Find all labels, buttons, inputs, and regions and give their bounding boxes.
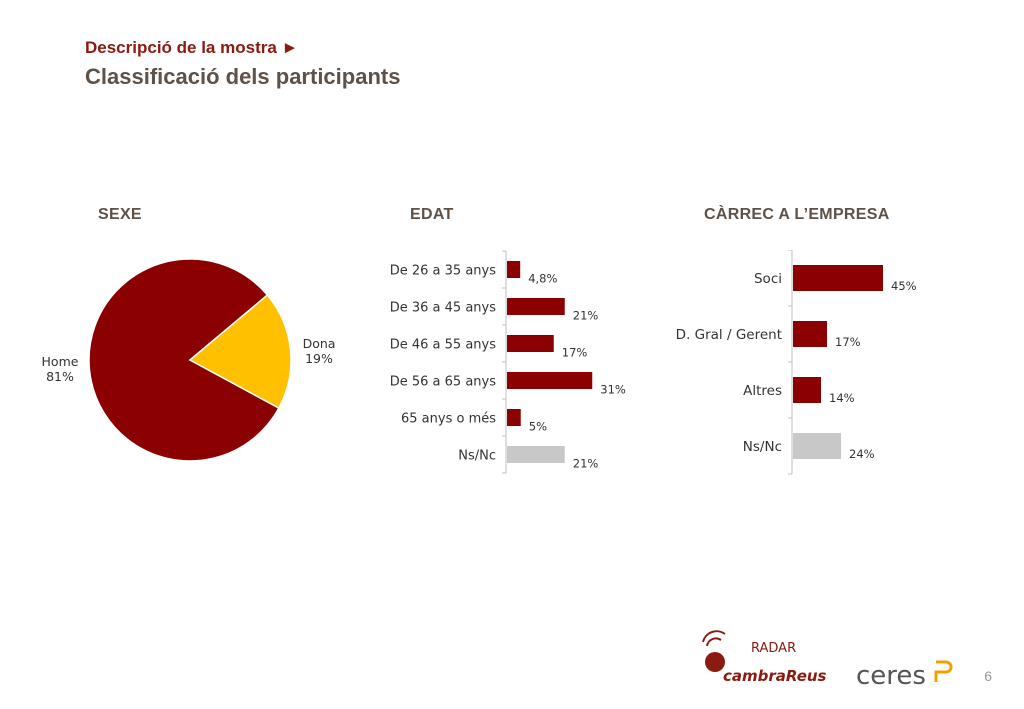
bar (793, 321, 827, 347)
bar-category-label: Soci (754, 271, 782, 287)
bar-value-label: 17% (562, 346, 588, 360)
pie-value-home: 81% (46, 369, 74, 384)
bar-value-label: 21% (573, 457, 599, 471)
bar-category-label: Altres (743, 383, 782, 399)
bar (793, 265, 883, 291)
bar-value-label: 21% (573, 309, 599, 323)
bar-value-label: 4,8% (528, 272, 557, 286)
bar-value-label: 31% (600, 383, 626, 397)
page-title: Classificació dels participants (85, 64, 401, 89)
bar-value-label: 14% (829, 391, 855, 405)
bar (507, 335, 554, 352)
bar (507, 446, 565, 463)
bar (793, 377, 821, 403)
bar (507, 372, 593, 389)
ceres-mark-icon (934, 660, 953, 682)
bar-category-label: De 36 a 45 anys (390, 301, 496, 316)
bar (507, 298, 565, 315)
chart-title-edat: EDAT (410, 206, 454, 223)
pie-slice-dona (188, 294, 292, 410)
edat-bar-chart: De 26 a 35 anys 4,8% De 36 a 45 anys 21% De … (390, 250, 626, 474)
page-number: 6 (984, 668, 992, 684)
section-subtitle: Descripció de la mostra ► (85, 38, 299, 57)
bar-category-label: Ns/Nc (458, 449, 496, 464)
carrec-bar-chart: Soci 45% D. Gral / Gerent 17% Altres 14% Ns/Nc… (676, 250, 917, 475)
bar-category-label: De 26 a 35 anys (390, 264, 496, 279)
radar-waves-icon (702, 630, 726, 647)
pie-value-dona: 19% (305, 351, 333, 366)
chart-title-carrec: CÀRREC A L’EMPRESA (704, 206, 890, 223)
bar (507, 261, 521, 278)
bar (507, 409, 521, 426)
ceres-logo: ceres (856, 660, 953, 690)
pie-label-home: Home (42, 354, 79, 369)
pie-label-dona: Dona (303, 336, 336, 351)
bar-category-label: De 46 a 55 anys (390, 338, 496, 353)
bar (793, 433, 841, 459)
bar-value-label: 17% (835, 335, 861, 349)
logo-ceres-text: ceres (856, 661, 926, 690)
pie-slice-home (88, 258, 280, 462)
bar-value-label: 24% (849, 447, 875, 461)
logo-radar-top-text: RADAR (751, 641, 796, 656)
logo-radar-bottom-text: cambraReus (723, 667, 827, 685)
bar-category-label: Ns/Nc (743, 439, 782, 455)
bar-value-label: 5% (529, 420, 547, 434)
chart-title-sexe: SEXE (98, 206, 142, 223)
bar-category-label: De 56 a 65 anys (390, 375, 496, 390)
bar-category-label: D. Gral / Gerent (676, 327, 782, 343)
radar-dish-icon (705, 652, 725, 672)
radar-cambrareus-logo: RADAR cambraReus (702, 630, 827, 685)
bar-value-label: 45% (891, 279, 917, 293)
bar-category-label: 65 anys o més (401, 412, 496, 427)
